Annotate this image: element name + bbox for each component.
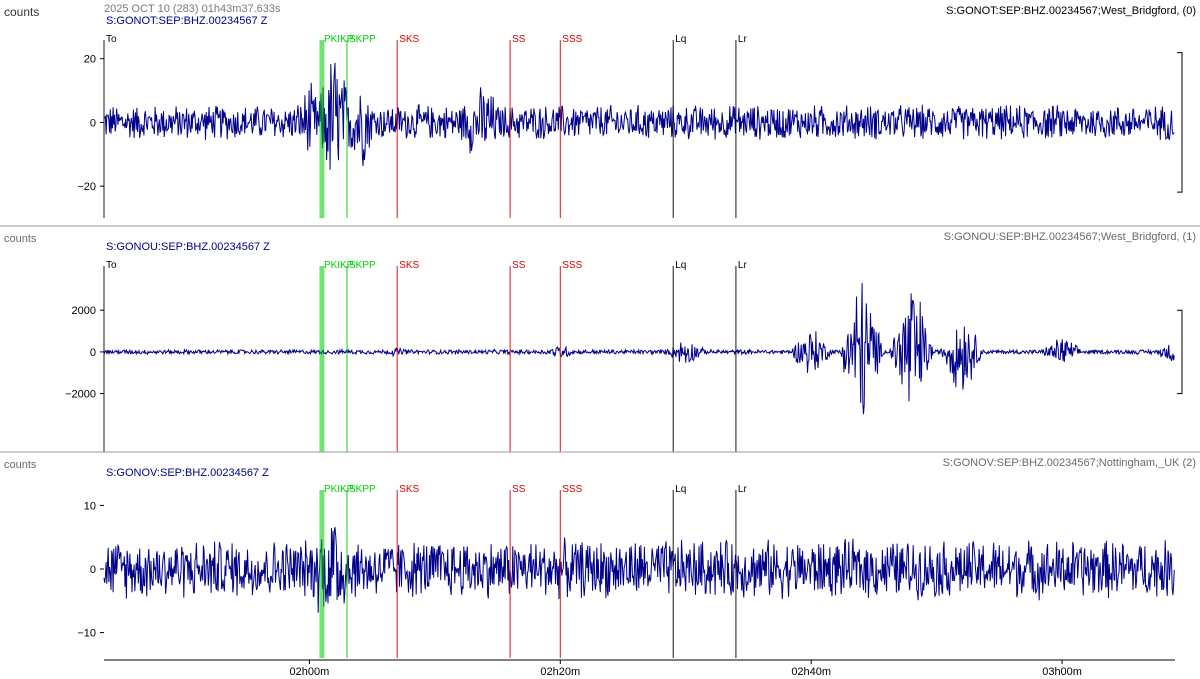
trace-name-1: S:GONOU:SEP:BHZ.00234567;West_Bridgford,… [944, 231, 1196, 243]
y-tick-label: 0 [90, 347, 96, 359]
phase-label-pkikp: PKIKP [324, 34, 354, 45]
channel-label-0: S:GONOT:SEP:BHZ.00234567 Z [106, 15, 268, 27]
phase-label-sss: SSS [562, 484, 582, 495]
channel-label-2: S:GONOV:SEP:BHZ.00234567 Z [106, 467, 269, 479]
x-tick-label: 02h20m [540, 666, 580, 678]
phase-label-sss: SSS [562, 34, 582, 45]
y-tick-label: 2000 [72, 305, 96, 317]
units-label-panel-2: counts [4, 459, 37, 471]
traces-layer: S:GONOT:SEP:BHZ.00234567 Z S:GONOT:SEP:BH… [0, 5, 1200, 678]
trace-name-2: S:GONOV:SEP:BHZ.00234567;Nottingham,_UK … [943, 457, 1196, 469]
waveform-trace-2 [103, 527, 1175, 613]
phase-label-lq: Lq [675, 260, 686, 271]
x-tick-label: 03h00m [1042, 666, 1082, 678]
phase-label-skpp: SKPP [349, 34, 376, 45]
x-tick-label: 02h40m [791, 666, 831, 678]
phase-label-to: To [106, 34, 117, 45]
phase-label-sks: SKS [399, 260, 419, 271]
channel-label-1: S:GONOU:SEP:BHZ.00234567 Z [106, 241, 270, 253]
phase-label-sks: SKS [399, 34, 419, 45]
y-tick-label: 0 [90, 117, 96, 129]
phase-label-lr: Lr [738, 260, 748, 271]
phase-label-pkikp: PKIKP [324, 260, 354, 271]
phase-label-sss: SSS [562, 260, 582, 271]
phase-label-lr: Lr [738, 484, 748, 495]
phase-label-lq: Lq [675, 484, 686, 495]
phase-label-lr: Lr [738, 34, 748, 45]
trace-name-0: S:GONOT:SEP:BHZ.00234567;West_Bridgford,… [946, 5, 1196, 17]
waveform-trace-0 [103, 62, 1175, 170]
y-tick-label: −20 [77, 181, 96, 193]
y-tick-label: −2000 [65, 389, 96, 401]
phase-label-ss: SS [512, 260, 526, 271]
units-label-panel-1: counts [4, 233, 37, 245]
phase-label-to: To [106, 260, 117, 271]
y-tick-label: 20 [84, 54, 96, 66]
units-label-panel-0: counts [4, 5, 39, 19]
phase-label-sks: SKS [399, 484, 419, 495]
y-tick-label: 0 [90, 564, 96, 576]
y-tick-label: −10 [77, 628, 96, 640]
x-tick-label: 02h00m [290, 666, 330, 678]
phase-label-skpp: SKPP [349, 484, 376, 495]
phase-label-ss: SS [512, 34, 526, 45]
amplitude-bracket [1177, 52, 1183, 193]
waveform-trace-1 [103, 283, 1175, 415]
y-tick-label: 10 [84, 500, 96, 512]
phase-label-skpp: SKPP [349, 260, 376, 271]
phase-label-pkikp: PKIKP [324, 484, 354, 495]
amplitude-bracket [1177, 309, 1183, 395]
header-date: 2025 OCT 10 (283) 01h43m37.633s [104, 3, 281, 15]
phase-label-ss: SS [512, 484, 526, 495]
phase-label-lq: Lq [675, 34, 686, 45]
